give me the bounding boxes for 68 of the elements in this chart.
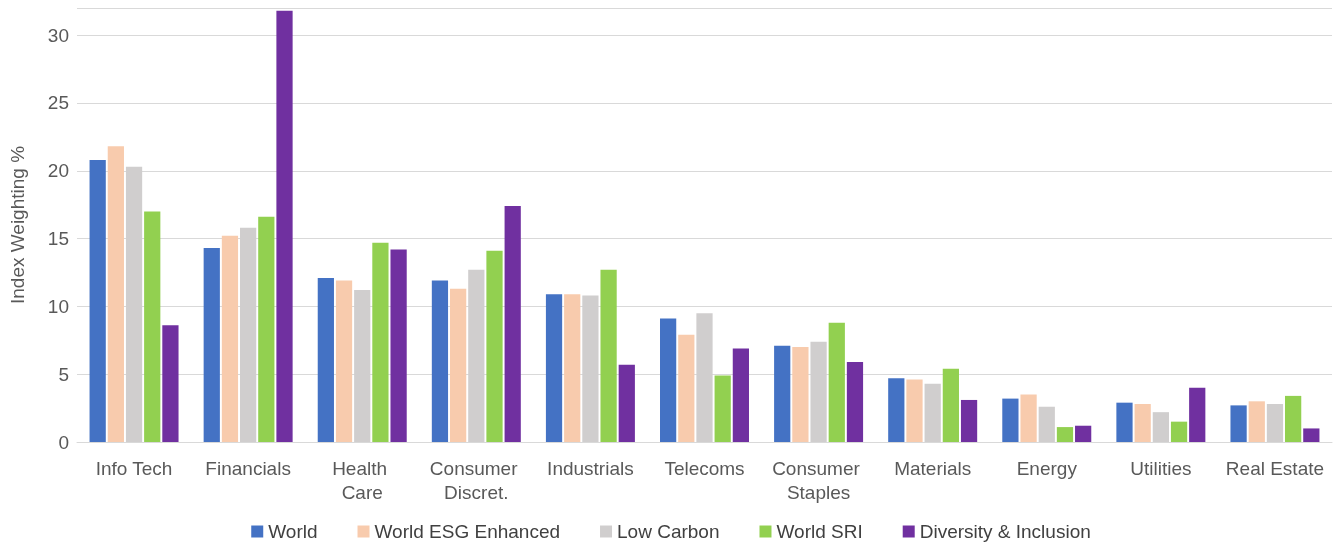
bar	[372, 242, 389, 442]
bar	[618, 364, 635, 442]
y-tick-label: 15	[47, 228, 69, 250]
legend-label: Diversity & Inclusion	[919, 521, 1091, 542]
y-tick-label: 20	[47, 160, 69, 182]
bar	[317, 277, 334, 442]
y-tick-label: 30	[47, 24, 69, 46]
bar	[1248, 401, 1265, 442]
x-tick-label: Health Care	[332, 457, 393, 503]
bar	[162, 325, 179, 442]
bar	[1020, 394, 1037, 442]
bar	[714, 375, 731, 442]
y-tick-label: 0	[58, 431, 69, 453]
x-tick-label: Info Tech	[95, 457, 173, 479]
x-tick-label: Materials	[894, 457, 972, 479]
bar	[828, 322, 845, 442]
bar	[276, 10, 293, 442]
bar	[504, 206, 521, 442]
x-tick-label: Consumer Staples	[772, 457, 866, 503]
bar	[203, 248, 220, 442]
bar	[1189, 387, 1206, 442]
legend-label: Low Carbon	[617, 521, 720, 542]
y-tick-label: 5	[58, 363, 69, 385]
bar	[774, 345, 791, 442]
legend-label: World	[268, 521, 318, 542]
bar	[600, 269, 617, 442]
bar	[1170, 421, 1188, 442]
x-tick-label: Telecoms	[664, 457, 745, 479]
bar	[450, 288, 467, 442]
bar	[564, 294, 581, 442]
legend-label: World SRI	[776, 521, 863, 542]
x-tick-label: Utilities	[1130, 457, 1192, 479]
bar	[107, 146, 124, 442]
bar	[545, 294, 563, 442]
y-axis-title: Index Weighting %	[7, 145, 28, 305]
bar	[960, 399, 978, 442]
bar	[335, 280, 353, 442]
bar	[846, 361, 864, 442]
bar	[906, 379, 923, 442]
bar	[221, 235, 239, 442]
y-tick-label: 25	[47, 92, 69, 114]
x-tick-label: Financials	[205, 457, 291, 479]
bar	[1002, 398, 1019, 442]
bar	[942, 368, 959, 442]
bar	[888, 378, 905, 442]
bar	[486, 250, 503, 442]
bar	[678, 334, 695, 442]
bar	[792, 347, 809, 442]
x-tick-label: Energy	[1016, 457, 1078, 479]
bar	[1075, 425, 1092, 442]
bar	[1285, 395, 1302, 442]
x-tick-label: Industrials	[547, 457, 634, 479]
bar	[1116, 402, 1133, 442]
bar	[144, 211, 161, 442]
x-tick-label: Real Estate	[1225, 457, 1325, 479]
legend-label: World ESG Enhanced	[374, 521, 561, 542]
bar	[660, 318, 677, 442]
bar	[1134, 404, 1151, 442]
bar	[431, 280, 449, 442]
bar	[1056, 427, 1074, 442]
x-tick-label: Consumer Discret.	[429, 457, 523, 503]
bar	[1230, 405, 1247, 442]
bar	[390, 249, 407, 442]
bar	[258, 216, 275, 442]
bar	[89, 159, 106, 442]
y-tick-label: 10	[47, 295, 69, 317]
bar	[732, 348, 749, 442]
bar	[1303, 428, 1320, 442]
